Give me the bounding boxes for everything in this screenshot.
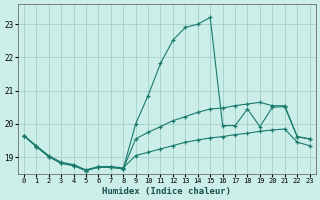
X-axis label: Humidex (Indice chaleur): Humidex (Indice chaleur) <box>102 187 231 196</box>
